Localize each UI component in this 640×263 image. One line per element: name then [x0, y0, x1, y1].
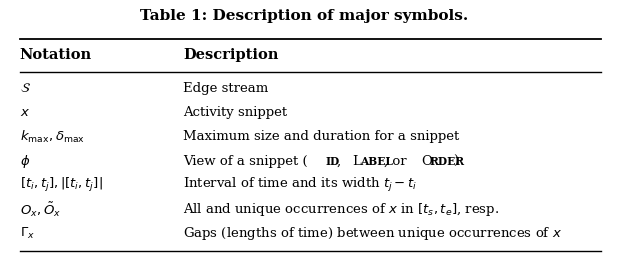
Text: $\phi$: $\phi$	[20, 153, 30, 170]
Text: Table 1: Description of major symbols.: Table 1: Description of major symbols.	[140, 9, 468, 23]
Text: Description: Description	[183, 48, 278, 62]
Text: All and unique occurrences of $x$ in $[t_s, t_e]$, resp.: All and unique occurrences of $x$ in $[t…	[183, 201, 499, 218]
Text: Maximum size and duration for a snippet: Maximum size and duration for a snippet	[183, 130, 460, 143]
Text: O: O	[422, 155, 433, 168]
Text: $O_x, \tilde{O}_x$: $O_x, \tilde{O}_x$	[20, 200, 61, 219]
Text: ,: ,	[337, 155, 346, 168]
Text: Interval of time and its width $t_j - t_i$: Interval of time and its width $t_j - t_…	[183, 176, 417, 194]
Text: RDER: RDER	[429, 156, 464, 167]
Text: , or: , or	[384, 155, 411, 168]
Text: ID: ID	[325, 156, 340, 167]
Text: $k_{\mathrm{max}}, \delta_{\mathrm{max}}$: $k_{\mathrm{max}}, \delta_{\mathrm{max}}…	[20, 129, 84, 145]
Text: L: L	[353, 155, 361, 168]
Text: $x$: $x$	[20, 106, 30, 119]
Text: ABEL: ABEL	[360, 156, 393, 167]
Text: ): )	[453, 155, 458, 168]
Text: $\mathcal{S}$: $\mathcal{S}$	[20, 82, 31, 95]
Text: View of a snippet (: View of a snippet (	[183, 155, 308, 168]
Text: Gaps (lengths of time) between unique occurrences of $x$: Gaps (lengths of time) between unique oc…	[183, 225, 562, 242]
Text: Edge stream: Edge stream	[183, 82, 268, 95]
Text: $[t_i, t_j], |[t_i, t_j]|$: $[t_i, t_j], |[t_i, t_j]|$	[20, 176, 102, 194]
Text: Notation: Notation	[20, 48, 92, 62]
Text: Activity snippet: Activity snippet	[183, 106, 287, 119]
Text: $\Gamma_x$: $\Gamma_x$	[20, 226, 35, 241]
